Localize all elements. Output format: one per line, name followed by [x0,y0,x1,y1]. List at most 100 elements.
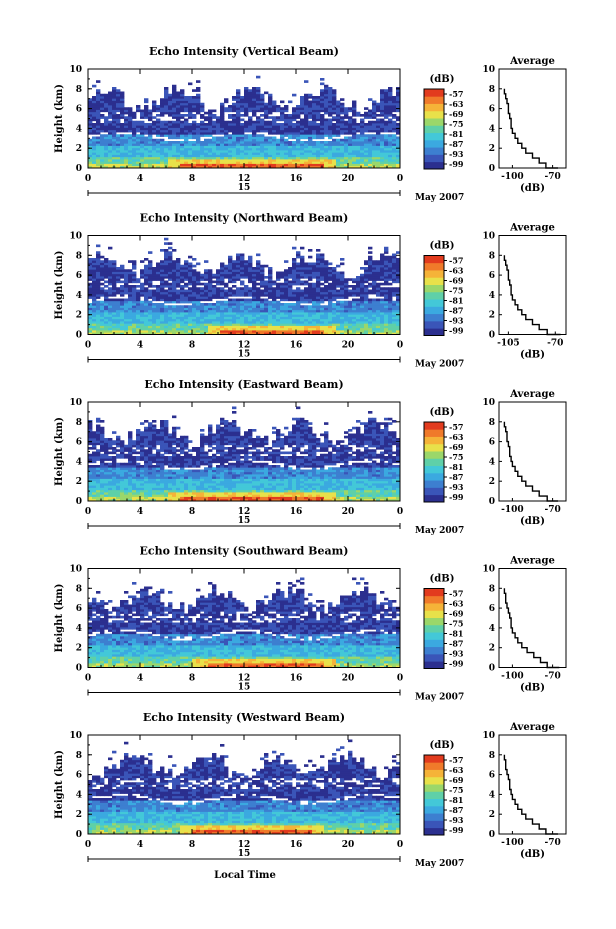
heatmap-cell [312,102,317,106]
heatmap-cell [164,330,169,333]
heatmap-cell [352,165,357,169]
heatmap-cell [212,165,217,169]
heatmap-cell [376,145,381,149]
heatmap-cell [184,105,189,108]
heatmap-cell [292,118,297,122]
heatmap-cell [96,244,101,248]
heatmap-cell [176,105,181,108]
heatmap-cell [348,163,353,167]
heatmap-cell [336,120,341,124]
heatmap-cell [208,278,213,281]
heatmap-cell [388,136,393,140]
heatmap-cell [324,150,329,153]
heatmap-cell [252,282,257,286]
heatmap-cell [264,143,269,146]
heatmap-cell [360,159,365,162]
heatmap-cell [272,294,277,297]
heatmap-cell [268,269,273,272]
colorbar-tick-label: -75 [449,286,463,296]
y-tick-label: 2 [76,311,82,321]
heatmap-cell [172,269,177,272]
heatmap-cell [324,91,329,95]
heatmap-cell [96,309,101,313]
heatmap-cell [380,298,385,302]
heatmap-cell [288,145,293,149]
heatmap-cell [284,282,289,286]
heatmap-cell [232,125,237,128]
heatmap-cell [108,156,113,160]
heatmap-cell [124,125,129,128]
heatmap-cell [228,309,233,313]
heatmap-cell [192,300,197,304]
heatmap-cell [188,269,193,272]
heatmap-cell [156,107,161,110]
heatmap-cell [300,273,305,277]
heatmap-cell [132,316,137,320]
heatmap-cell [108,309,113,313]
heatmap-cell [160,264,165,268]
heatmap-cell [100,267,105,270]
heatmap-cell [164,316,169,320]
heatmap-cell [248,271,253,275]
heatmap-cell [244,105,249,108]
heatmap-cell [92,307,97,311]
heatmap-cell [216,305,221,308]
heatmap-cell [220,280,225,284]
heatmap-cell [308,264,313,268]
heatmap-cell [260,98,265,101]
heatmap-cell [88,309,93,313]
heatmap-cell [220,271,225,275]
heatmap-cell [312,323,317,326]
heatmap-cell [260,165,265,169]
heatmap-cell [296,132,301,135]
heatmap-cell [336,156,341,160]
heatmap-cell [296,298,301,302]
heatmap-cell [220,289,225,293]
heatmap-cell [120,307,125,311]
heatmap-cell [248,125,253,128]
heatmap-cell [248,91,253,95]
heatmap-cell [164,327,169,331]
heatmap-cell [104,314,109,317]
heatmap-cell [180,323,185,326]
heatmap-cell [296,111,301,115]
heatmap-cell [176,132,181,135]
heatmap-cell [136,105,141,108]
heatmap-cell [216,116,221,119]
heatmap-cell [220,273,225,277]
heatmap-cell [284,156,289,160]
heatmap-cell [328,96,333,99]
heatmap-cell [100,307,105,311]
heatmap-cell [148,300,153,304]
heatmap-cell [192,134,197,137]
heatmap-cell [100,161,105,164]
heatmap-cell [304,136,309,140]
heatmap-cell [268,273,273,277]
heatmap-cell [328,161,333,164]
heatmap-cell [196,150,201,153]
heatmap-cell [356,141,361,144]
heatmap-cell [376,132,381,135]
date-label: May 2007 [415,193,464,203]
heatmap-cell [196,294,201,297]
chart-panel-2: Echo Intensity (Northward Beam)0246810He… [54,212,567,370]
heatmap-cell [152,143,157,146]
heatmap-cell [256,134,261,137]
heatmap-cell [228,145,233,149]
heatmap-cell [212,273,217,277]
heatmap-cell [288,332,293,335]
heatmap-cell [232,132,237,135]
heatmap-cell [196,123,201,126]
heatmap-cell [92,262,97,266]
heatmap-cell [248,314,253,317]
heatmap-cell [316,111,321,115]
heatmap-cell [300,330,305,333]
heatmap-cell [160,154,165,158]
heatmap-cell [108,165,113,169]
heatmap-cell [336,111,341,115]
heatmap-cell [332,111,337,115]
heatmap-cell [144,276,149,279]
heatmap-cell [248,154,253,158]
heatmap-cell [88,129,93,133]
heatmap-cell [324,159,329,162]
